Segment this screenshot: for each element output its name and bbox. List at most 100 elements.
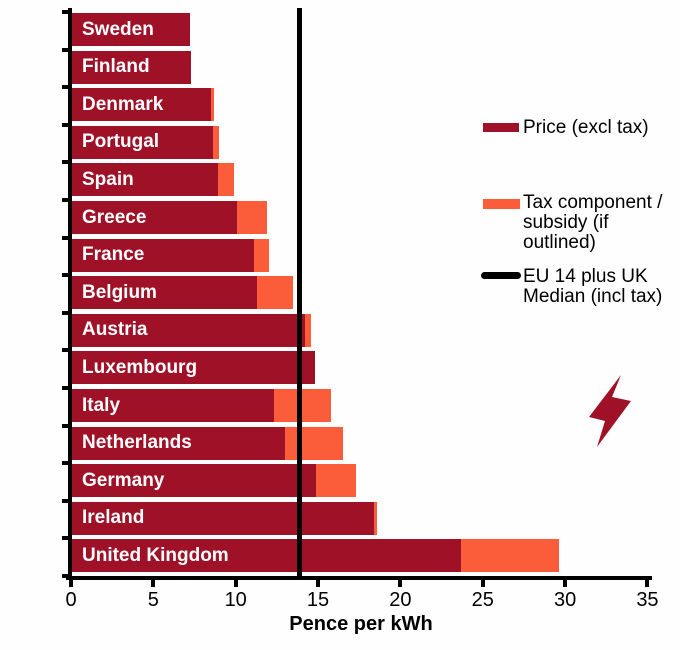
x-tick-label: 15 — [306, 589, 330, 611]
price-segment: Finland — [71, 50, 192, 84]
bar-luxembourg: Luxembourg — [71, 351, 315, 385]
bar-united-kingdom: United Kingdom — [71, 539, 559, 573]
bar-netherlands: Netherlands — [71, 426, 343, 460]
country-label: Denmark — [82, 93, 164, 115]
bar-sweden: Sweden — [71, 13, 190, 46]
price-segment: Greece — [71, 201, 238, 234]
x-axis-line — [66, 576, 652, 580]
tax-segment — [212, 125, 220, 159]
y-axis-tick — [62, 423, 69, 428]
tax-segment — [257, 276, 294, 310]
y-axis-tick — [62, 273, 69, 278]
country-label: Greece — [82, 206, 147, 228]
y-axis-tick — [62, 160, 69, 165]
price-segment: Netherlands — [71, 426, 286, 460]
country-label: Luxembourg — [82, 356, 198, 378]
y-axis-tick — [62, 198, 69, 202]
x-tick-label: 20 — [389, 589, 412, 611]
tax-segment — [253, 238, 269, 272]
price-segment: Spain — [71, 163, 218, 197]
legend-median-swatch — [481, 272, 521, 279]
lightning-bolt-icon — [589, 375, 631, 447]
country-label: Austria — [82, 319, 148, 341]
y-axis-tick — [62, 498, 69, 503]
price-segment: France — [71, 238, 254, 272]
x-axis-tick — [69, 580, 73, 587]
country-label: United Kingdom — [82, 544, 229, 566]
x-tick-label: 10 — [224, 589, 247, 611]
tax-segment — [285, 426, 343, 460]
bar-finland: Finland — [71, 50, 192, 84]
bar-greece: Greece — [71, 201, 267, 234]
country-label: Portugal — [82, 131, 160, 153]
bar-france: France — [71, 238, 269, 272]
tax-segment — [237, 201, 267, 234]
x-axis-tick — [151, 580, 156, 587]
x-axis-tick — [316, 580, 321, 587]
country-label: Spain — [82, 168, 134, 190]
country-label: France — [82, 244, 145, 266]
bar-belgium: Belgium — [71, 276, 294, 310]
y-axis-tick — [62, 574, 69, 578]
tax-segment — [316, 464, 356, 498]
x-axis-tick — [233, 580, 238, 587]
country-label: Sweden — [82, 18, 154, 40]
tax-segment — [217, 163, 235, 197]
price-segment: Italy — [71, 389, 274, 422]
price-segment: Ireland — [71, 501, 375, 535]
price-segment: Denmark — [71, 88, 211, 122]
x-axis-tick — [645, 580, 650, 587]
x-tick-label: 30 — [553, 589, 577, 611]
legend-median-label: EU 14 plus UK Median (incl tax) — [523, 266, 663, 307]
bar-austria: Austria — [71, 313, 312, 347]
y-axis-tick — [62, 10, 69, 14]
tax-segment — [374, 501, 378, 535]
country-label: Italy — [82, 394, 121, 416]
y-axis-tick — [62, 235, 69, 240]
x-axis-tick — [398, 580, 403, 587]
x-tick-label: 0 — [65, 589, 77, 611]
legend-tax-label: Tax component / subsidy (if outlined) — [523, 192, 663, 253]
country-label: Finland — [82, 56, 150, 78]
y-axis-tick — [62, 47, 69, 52]
y-axis-tick — [62, 461, 69, 466]
x-tick-label: 25 — [471, 589, 494, 611]
country-label: Netherlands — [82, 432, 192, 454]
x-axis-tick — [563, 580, 568, 587]
y-axis-tick — [62, 85, 69, 90]
legend-price-label: Price (excl tax) — [523, 117, 649, 138]
tax-segment — [273, 389, 332, 422]
y-axis-line — [68, 8, 72, 580]
legend-price-swatch — [483, 123, 519, 132]
price-segment: Germany — [71, 464, 317, 498]
bar-spain: Spain — [71, 163, 235, 197]
y-axis-tick — [62, 386, 69, 390]
bar-portugal: Portugal — [71, 125, 220, 159]
median-reference-line — [296, 8, 302, 580]
bar-ireland: Ireland — [71, 501, 378, 535]
x-tick-label: 35 — [636, 589, 659, 611]
price-segment: Belgium — [71, 276, 258, 310]
bar-italy: Italy — [71, 389, 332, 422]
country-label: Ireland — [82, 507, 145, 529]
y-axis-tick — [62, 122, 69, 127]
x-axis-title: Pence per kWh — [289, 613, 433, 635]
price-segment: Portugal — [71, 125, 213, 159]
price-segment: Sweden — [71, 13, 190, 46]
price-segment: Luxembourg — [71, 351, 315, 385]
bar-germany: Germany — [71, 464, 356, 498]
y-axis-tick — [62, 348, 69, 353]
tax-segment — [210, 88, 215, 122]
tax-segment — [461, 539, 559, 573]
tax-segment — [304, 313, 312, 347]
price-segment: Austria — [71, 313, 305, 347]
legend-tax-swatch — [483, 199, 520, 209]
y-axis-tick — [62, 536, 69, 541]
bar-denmark: Denmark — [71, 88, 215, 122]
y-axis-tick — [62, 310, 69, 315]
country-label: Belgium — [82, 281, 157, 303]
x-tick-label: 5 — [147, 589, 159, 611]
x-axis-tick — [480, 580, 485, 587]
country-label: Germany — [82, 469, 165, 491]
